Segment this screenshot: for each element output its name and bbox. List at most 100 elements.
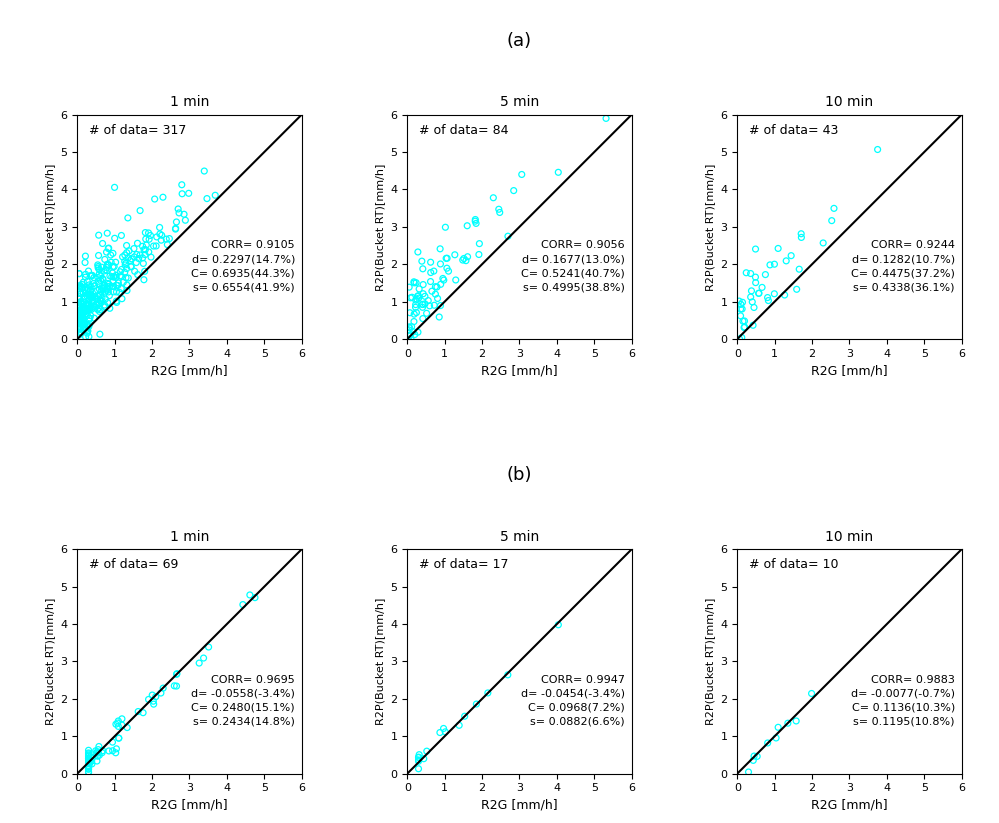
- Point: [155, 191, 171, 204]
- Point: [170, 202, 186, 216]
- Point: [91, 267, 107, 281]
- Text: CORR= 0.9105
d= 0.2297(14.7%)
C= 0.6935(44.3%)
s= 0.6554(41.9%): CORR= 0.9105 d= 0.2297(14.7%) C= 0.6935(…: [192, 240, 295, 292]
- Point: [74, 318, 90, 331]
- Point: [138, 239, 154, 252]
- Point: [136, 273, 152, 286]
- Text: # of data= 84: # of data= 84: [419, 123, 508, 137]
- Point: [124, 252, 140, 265]
- Point: [409, 277, 425, 290]
- Point: [90, 290, 106, 303]
- Point: [101, 744, 117, 757]
- Point: [78, 286, 94, 300]
- Point: [81, 752, 97, 765]
- Point: [759, 291, 775, 305]
- Point: [72, 300, 88, 313]
- Point: [439, 252, 455, 265]
- Point: [500, 230, 515, 243]
- Point: [74, 305, 90, 319]
- Point: [100, 258, 116, 272]
- Point: [766, 287, 782, 300]
- Point: [500, 668, 515, 681]
- Point: [136, 243, 152, 256]
- Point: [79, 275, 95, 288]
- Point: [99, 282, 115, 295]
- Point: [141, 245, 157, 258]
- Point: [168, 222, 184, 235]
- Point: [433, 299, 449, 312]
- Point: [426, 264, 442, 277]
- Point: [81, 264, 97, 277]
- Point: [112, 269, 128, 282]
- Point: [81, 750, 97, 763]
- Text: CORR= 0.9056
d= 0.1677(13.0%)
C= 0.5241(40.7%)
s= 0.4995(38.8%): CORR= 0.9056 d= 0.1677(13.0%) C= 0.5241(…: [521, 240, 625, 292]
- Point: [135, 706, 151, 719]
- Point: [114, 718, 130, 732]
- Point: [160, 238, 176, 251]
- Point: [75, 317, 91, 330]
- Point: [207, 188, 223, 202]
- Point: [80, 319, 96, 332]
- Point: [137, 226, 153, 239]
- Point: [460, 219, 476, 232]
- Point: [411, 751, 427, 764]
- Point: [778, 254, 794, 267]
- Point: [402, 320, 418, 333]
- Point: [417, 290, 433, 303]
- Point: [76, 297, 92, 310]
- Point: [423, 266, 439, 279]
- Point: [120, 251, 136, 264]
- Point: [92, 294, 108, 307]
- Point: [104, 270, 120, 283]
- Point: [114, 270, 130, 283]
- Point: [100, 296, 116, 309]
- Point: [83, 303, 99, 316]
- Point: [404, 320, 420, 333]
- Point: [734, 302, 750, 315]
- Point: [82, 751, 98, 764]
- Point: [91, 297, 107, 310]
- Point: [402, 306, 418, 319]
- Point: [768, 732, 784, 745]
- Point: [110, 717, 126, 730]
- Point: [776, 288, 792, 301]
- Point: [100, 280, 116, 293]
- Point: [81, 759, 97, 772]
- Point: [137, 265, 153, 278]
- Point: [135, 251, 151, 264]
- Point: [109, 295, 125, 309]
- Point: [100, 286, 116, 299]
- Point: [141, 233, 157, 246]
- Point: [106, 280, 122, 293]
- Point: [103, 249, 119, 262]
- Point: [79, 327, 95, 340]
- Point: [98, 263, 114, 277]
- Point: [743, 284, 759, 297]
- Point: [90, 271, 106, 284]
- Point: [94, 746, 110, 760]
- Point: [75, 281, 91, 295]
- Point: [448, 273, 464, 286]
- Point: [106, 270, 122, 283]
- Point: [402, 323, 418, 337]
- Point: [415, 300, 431, 314]
- Point: [84, 269, 100, 282]
- Point: [91, 288, 107, 301]
- Point: [513, 168, 529, 181]
- Point: [85, 294, 101, 307]
- Point: [732, 309, 748, 323]
- Point: [196, 165, 212, 178]
- Point: [96, 281, 112, 295]
- Point: [91, 263, 107, 277]
- Point: [406, 325, 422, 338]
- Point: [76, 312, 92, 325]
- Point: [99, 258, 115, 271]
- Title: 5 min: 5 min: [500, 530, 539, 544]
- Point: [81, 744, 97, 757]
- Point: [107, 232, 123, 245]
- Point: [81, 760, 97, 774]
- Point: [550, 618, 566, 631]
- Point: [110, 720, 126, 733]
- Point: [105, 267, 121, 280]
- Point: [73, 280, 89, 293]
- Point: [114, 263, 130, 276]
